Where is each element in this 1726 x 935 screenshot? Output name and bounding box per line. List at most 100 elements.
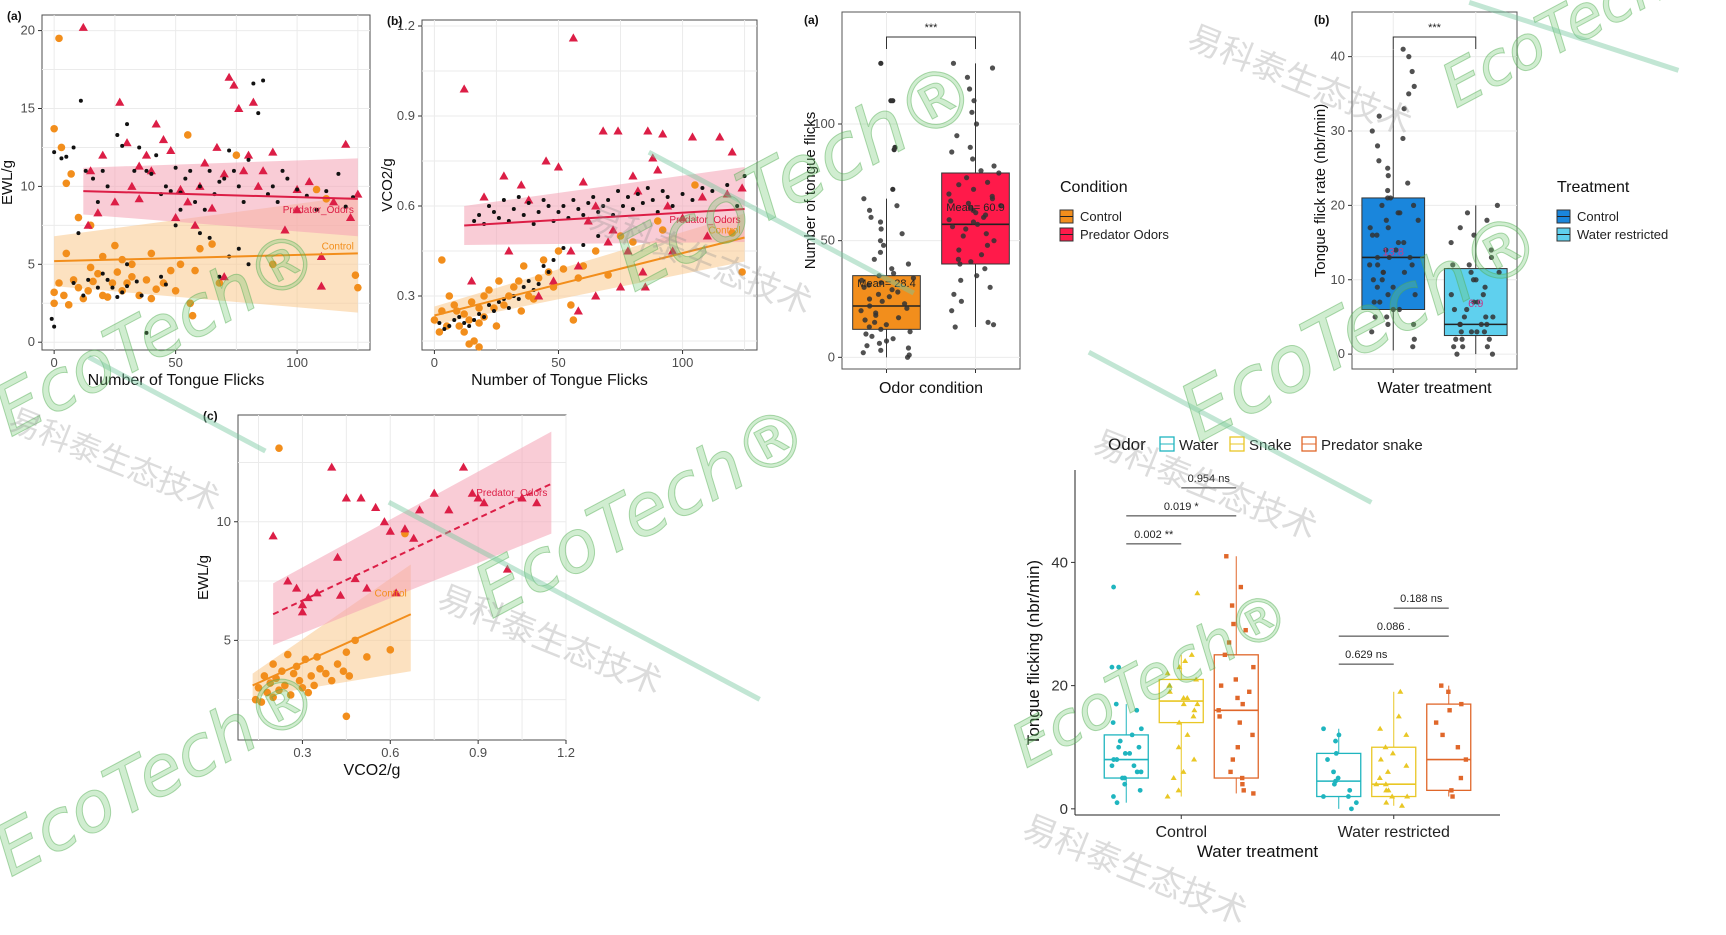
data-point <box>883 338 890 344</box>
data-point <box>71 281 76 285</box>
chart-panel-right_c: 0.002 ** 0.019 * 0.954 ns 0.629 ns 0.086 . 0.… <box>1024 435 1500 861</box>
y-tick-label: 0.9 <box>397 108 415 123</box>
data-point <box>146 166 156 175</box>
data-point <box>1376 158 1382 164</box>
data-point <box>1468 329 1475 335</box>
data-point <box>862 317 868 323</box>
data-point <box>1228 769 1233 775</box>
data-point <box>894 203 900 209</box>
data-point <box>691 181 699 189</box>
data-point <box>869 333 875 339</box>
data-point <box>591 195 596 199</box>
data-point <box>742 174 747 178</box>
data-point <box>328 197 339 206</box>
data-point <box>275 686 283 694</box>
data-point <box>166 145 176 155</box>
data-point <box>878 326 884 332</box>
data-point <box>1482 284 1488 290</box>
data-point <box>487 204 491 208</box>
data-point <box>952 324 958 330</box>
data-point <box>307 672 316 680</box>
data-point <box>1250 732 1255 738</box>
data-point <box>991 238 997 244</box>
data-point <box>125 262 130 267</box>
data-point <box>1393 247 1399 253</box>
data-point <box>982 266 988 272</box>
data-point <box>596 210 601 214</box>
data-point <box>541 198 546 202</box>
data-point <box>591 247 600 255</box>
data-point <box>532 498 542 507</box>
data-point <box>905 261 912 267</box>
y-tick-label: 20 <box>21 23 35 38</box>
data-point <box>1369 329 1375 335</box>
data-point <box>356 493 366 502</box>
box-group <box>1213 554 1259 796</box>
data-point <box>990 322 997 328</box>
y-tick-label: 30 <box>1331 123 1345 138</box>
data-point <box>193 199 198 204</box>
data-point <box>257 698 266 706</box>
data-point <box>261 78 266 83</box>
data-point <box>982 212 989 218</box>
data-point <box>219 272 229 281</box>
data-point <box>1401 239 1407 246</box>
data-point <box>1488 247 1494 253</box>
data-point <box>1440 732 1445 738</box>
data-point <box>50 288 58 297</box>
data-point <box>889 266 895 272</box>
data-point <box>479 192 489 201</box>
data-point <box>115 132 120 137</box>
data-point <box>1377 299 1383 305</box>
data-point <box>1111 584 1116 590</box>
y-tick-label: 10 <box>21 178 35 193</box>
data-point <box>1405 180 1411 186</box>
data-point <box>89 277 97 286</box>
data-point <box>1481 329 1488 335</box>
data-point <box>568 33 578 42</box>
data-point <box>1188 651 1195 657</box>
panel-label: (c) <box>203 409 218 423</box>
y-tick-label: 0 <box>1060 801 1068 818</box>
data-point <box>899 231 905 237</box>
panel-label: (a) <box>804 13 819 27</box>
data-point <box>1321 794 1326 799</box>
data-point <box>253 181 263 190</box>
data-point <box>868 214 874 220</box>
outlier-point <box>890 186 896 192</box>
outlier-point <box>891 147 897 153</box>
data-point <box>1240 701 1245 707</box>
data-point <box>670 204 675 208</box>
data-point <box>991 163 997 169</box>
data-point <box>867 303 873 309</box>
data-point <box>1109 664 1115 670</box>
data-point <box>345 672 354 680</box>
data-point <box>858 308 864 314</box>
data-point <box>125 122 130 127</box>
data-point <box>1127 750 1133 756</box>
data-point <box>134 279 139 284</box>
data-point <box>251 81 256 86</box>
data-point <box>970 186 977 192</box>
data-point <box>269 660 277 668</box>
panel-label: (a) <box>7 9 22 23</box>
legend-label: Predator Odors <box>1080 227 1169 242</box>
data-point <box>878 347 884 353</box>
data-point <box>224 72 234 81</box>
data-point <box>722 189 732 198</box>
data-point <box>974 273 980 279</box>
data-point <box>1349 806 1354 812</box>
data-point <box>1114 800 1120 806</box>
data-point <box>866 207 873 213</box>
data-point <box>435 328 444 336</box>
data-point <box>258 166 268 175</box>
data-point <box>442 327 447 331</box>
data-point <box>1483 314 1489 320</box>
panel-label: (b) <box>1314 13 1329 27</box>
data-point <box>519 262 528 270</box>
data-point <box>123 279 131 287</box>
significance-bracket <box>1392 36 1477 49</box>
data-point <box>354 283 362 292</box>
data-point <box>536 282 541 286</box>
x-axis-label: Water treatment <box>1197 842 1319 861</box>
